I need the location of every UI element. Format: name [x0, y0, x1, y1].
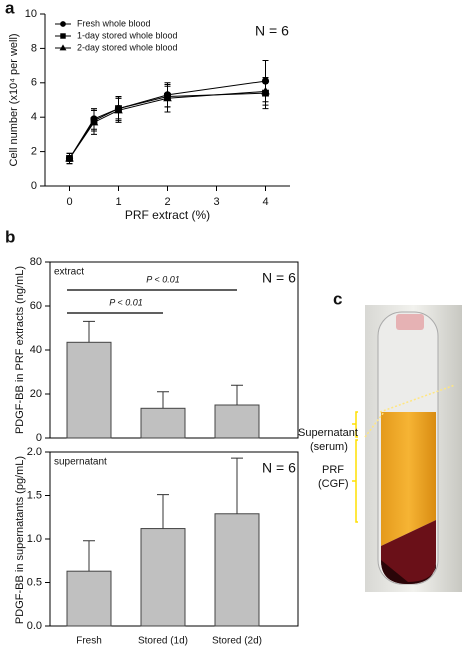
legend-label: 2-day stored whole blood: [77, 42, 178, 52]
bar: [214, 513, 260, 627]
legend-label: Fresh whole blood: [77, 18, 151, 28]
y-tick-label: 4: [31, 111, 37, 123]
y-tick-label: 6: [31, 77, 37, 89]
marker: [59, 44, 67, 51]
annotation: supernatant: [54, 457, 107, 468]
error-bar: [231, 457, 243, 514]
x-tick-label: 4: [262, 196, 268, 208]
significance-label: P < 0.01: [146, 274, 179, 284]
panel-label: b: [5, 227, 15, 246]
y-tick-label: 40: [30, 344, 42, 356]
y-tick-label: 20: [30, 388, 42, 400]
x-tick-label: 0: [66, 196, 72, 208]
photo-label: Supernatant: [298, 427, 358, 439]
y-axis-title: PDGF-BB in PRF extracts (ng/mL): [14, 266, 26, 434]
bar: [140, 528, 186, 627]
bar: [66, 570, 112, 627]
bar: [140, 407, 186, 439]
x-axis-title: PRF extract (%): [125, 208, 210, 222]
y-tick-label: 0.0: [27, 620, 42, 632]
marker: [60, 33, 66, 39]
x-tick-label: 1: [115, 196, 121, 208]
error-bar: [157, 391, 169, 409]
bar: [214, 404, 260, 439]
y-tick-label: 1.5: [27, 489, 42, 501]
panel-label: c: [333, 289, 342, 308]
y-tick-label: 0: [31, 180, 37, 192]
legend-label: 1-day stored whole blood: [77, 30, 178, 40]
y-tick-label: 1.0: [27, 533, 42, 545]
error-bar: [231, 384, 243, 405]
tube-photo: [352, 305, 462, 592]
y-tick-label: 2.0: [27, 446, 42, 458]
marker: [163, 93, 172, 102]
x-tick-label: Stored (1d): [138, 636, 188, 647]
y-tick-label: 0.5: [27, 576, 42, 588]
annotation: N = 6: [262, 460, 296, 476]
y-axis-title: PDGF-BB in supernatants (pg/mL): [14, 456, 26, 624]
y-tick-label: 8: [31, 42, 37, 54]
error-bar: [83, 320, 95, 343]
panel-label: a: [5, 0, 15, 17]
y-tick-label: 0: [36, 432, 42, 444]
annotation: N = 6: [255, 23, 289, 39]
y-tick-label: 60: [30, 300, 42, 312]
y-tick-label: 80: [30, 256, 42, 268]
error-bar: [157, 494, 169, 529]
marker: [60, 21, 66, 27]
y-tick-label: 2: [31, 146, 37, 158]
marker: [89, 117, 99, 126]
marker: [65, 153, 74, 162]
x-tick-label: Fresh: [76, 636, 102, 647]
x-tick-label: 3: [213, 196, 219, 208]
significance-label: P < 0.01: [109, 297, 142, 307]
x-tick-label: Stored (2d): [212, 636, 262, 647]
annotation: extract: [54, 267, 84, 278]
error-bar: [83, 540, 95, 572]
annotation: N = 6: [262, 270, 296, 286]
x-tick-label: 2: [164, 196, 170, 208]
y-axis-title: Cell number (x10⁴ per well): [8, 33, 20, 166]
marker: [114, 105, 123, 114]
marker: [261, 86, 270, 95]
photo-label: PRF: [322, 464, 344, 476]
photo-label: (serum): [310, 441, 348, 453]
photo-label: (CGF): [318, 478, 349, 490]
y-tick-label: 10: [25, 8, 37, 20]
bar: [66, 341, 112, 439]
